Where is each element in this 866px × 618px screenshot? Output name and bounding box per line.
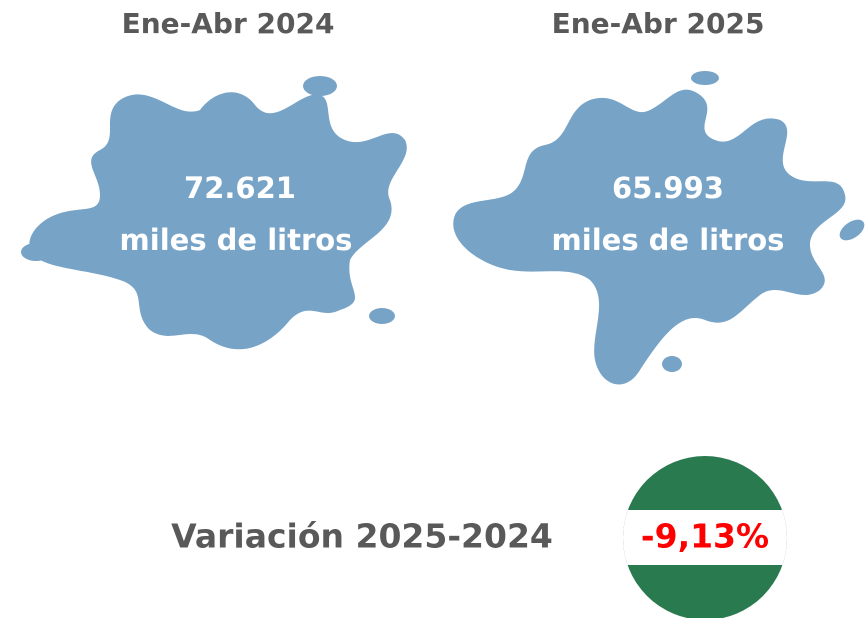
panel-title: Ene-Abr 2025	[552, 7, 765, 40]
variation-label: Variación 2025-2024	[171, 517, 553, 556]
panel-unit: miles de litros	[120, 223, 353, 257]
panel-value: 65.993	[612, 171, 724, 205]
panel-value: 72.621	[184, 171, 296, 205]
panel-title: Ene-Abr 2024	[122, 7, 335, 40]
variation-badge	[623, 456, 787, 618]
variation-value: -9,13%	[641, 517, 769, 556]
panel-unit: miles de litros	[552, 223, 785, 257]
splash	[453, 71, 865, 385]
splash	[21, 76, 407, 350]
